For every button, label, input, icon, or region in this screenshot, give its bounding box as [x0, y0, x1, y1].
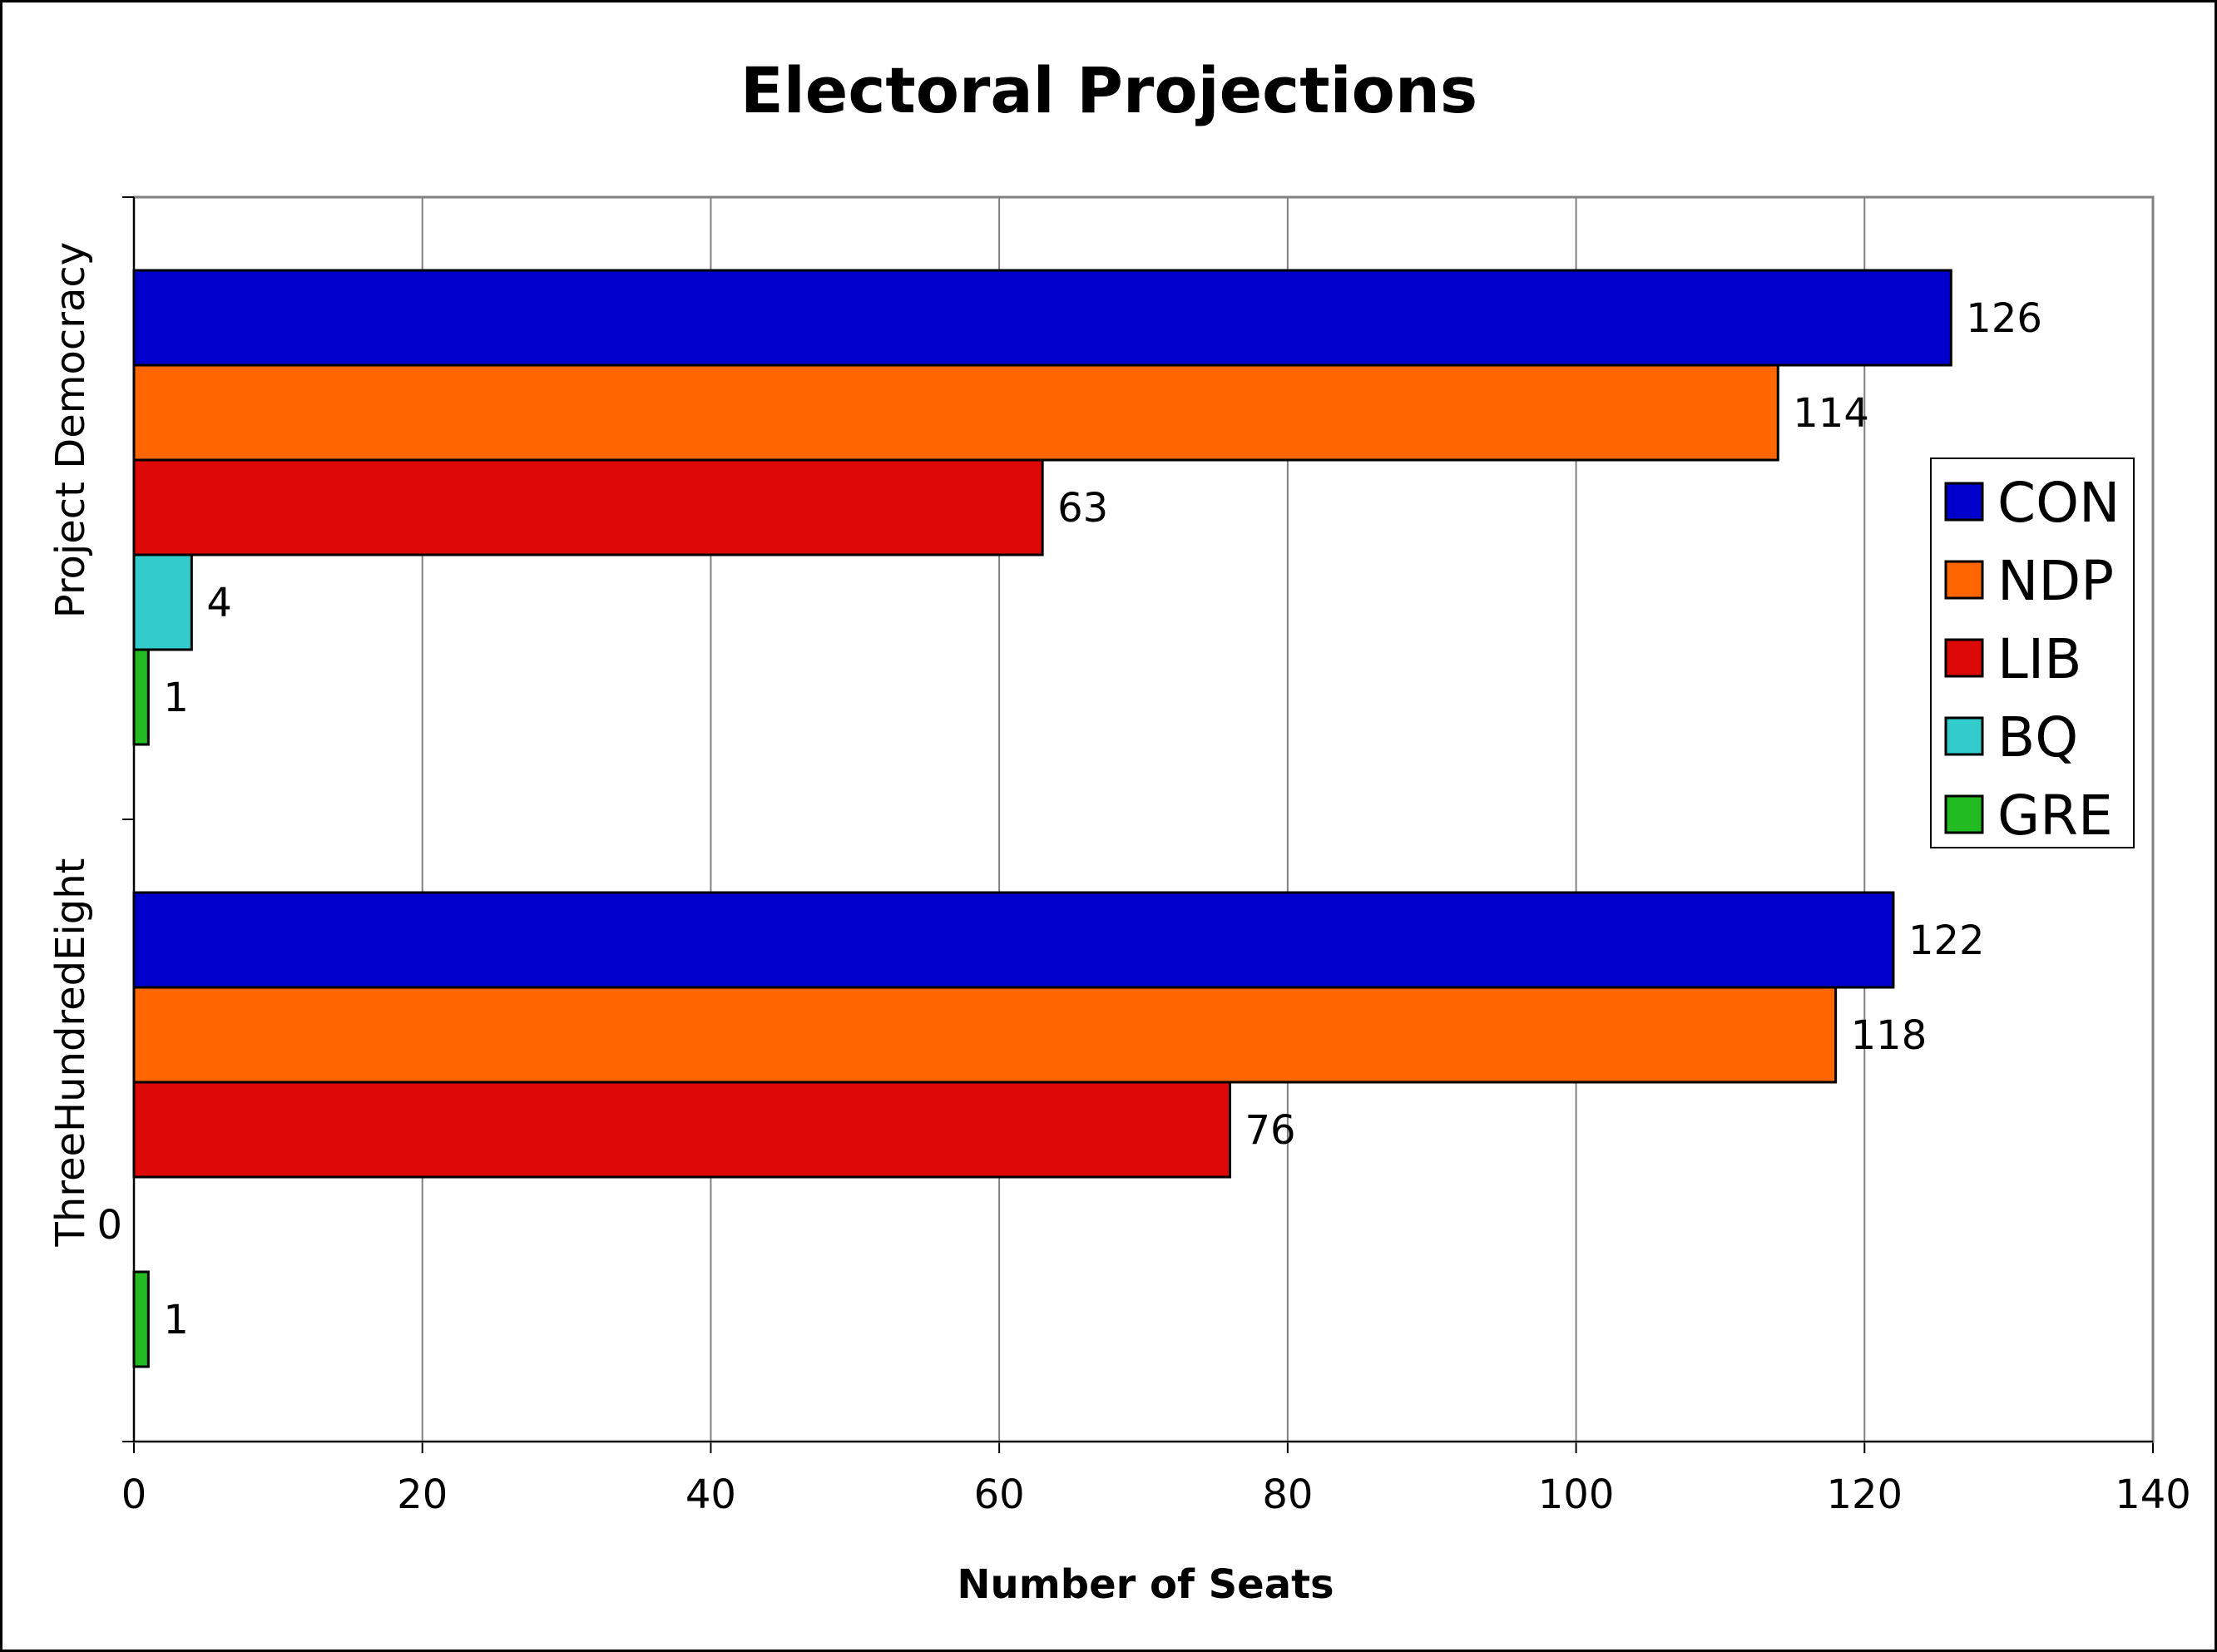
data-label: 114: [1793, 390, 1869, 437]
data-label: 76: [1245, 1107, 1296, 1154]
data-label: 118: [1851, 1012, 1928, 1059]
bar-bq: [132, 553, 193, 651]
legend: CON NDP LIB BQ GRE: [1930, 458, 2135, 848]
x-tick-label: 80: [1262, 1471, 1313, 1518]
data-label: 4: [206, 580, 232, 626]
x-tick-label: 40: [685, 1471, 736, 1518]
legend-swatch-lib: [1944, 638, 1984, 678]
bar-lib: [132, 458, 1044, 556]
x-tick-label: 100: [1538, 1471, 1615, 1518]
bar-lib: [132, 1081, 1232, 1179]
bar-gre: [132, 648, 150, 746]
x-tick-label: 0: [121, 1471, 147, 1518]
x-axis-label: Number of Seats: [957, 1561, 1334, 1608]
data-label: 122: [1908, 918, 1985, 964]
category-label: Project Democracy: [47, 242, 94, 618]
data-label: 126: [1966, 295, 2042, 342]
x-tick-label: 120: [1826, 1471, 1903, 1518]
legend-swatch-ndp: [1944, 560, 1984, 600]
bar-con: [132, 891, 1895, 989]
x-tick-label: 60: [974, 1471, 1025, 1518]
bar-ndp: [132, 364, 1779, 462]
legend-label-lib: LIB: [1997, 627, 2082, 691]
data-label: 1: [163, 1297, 189, 1343]
data-label: 0: [96, 1202, 122, 1249]
bar-gre: [132, 1270, 150, 1368]
x-tick-label: 20: [397, 1471, 448, 1518]
legend-swatch-bq: [1944, 716, 1984, 756]
bar-ndp: [132, 986, 1838, 1084]
legend-label-ndp: NDP: [1997, 549, 2114, 613]
legend-label-gre: GRE: [1997, 784, 2113, 848]
legend-label-con: CON: [1997, 471, 2120, 535]
legend-swatch-con: [1944, 482, 1984, 522]
bar-con: [132, 269, 1952, 367]
chart-title: Electoral Projections: [740, 53, 1477, 127]
legend-swatch-gre: [1944, 794, 1984, 834]
legend-label-bq: BQ: [1997, 705, 2078, 769]
x-tick-label: 140: [2115, 1471, 2191, 1518]
category-label: ThreeHundredEight: [47, 858, 94, 1248]
data-label: 63: [1057, 485, 1108, 532]
data-label: 1: [163, 675, 189, 721]
